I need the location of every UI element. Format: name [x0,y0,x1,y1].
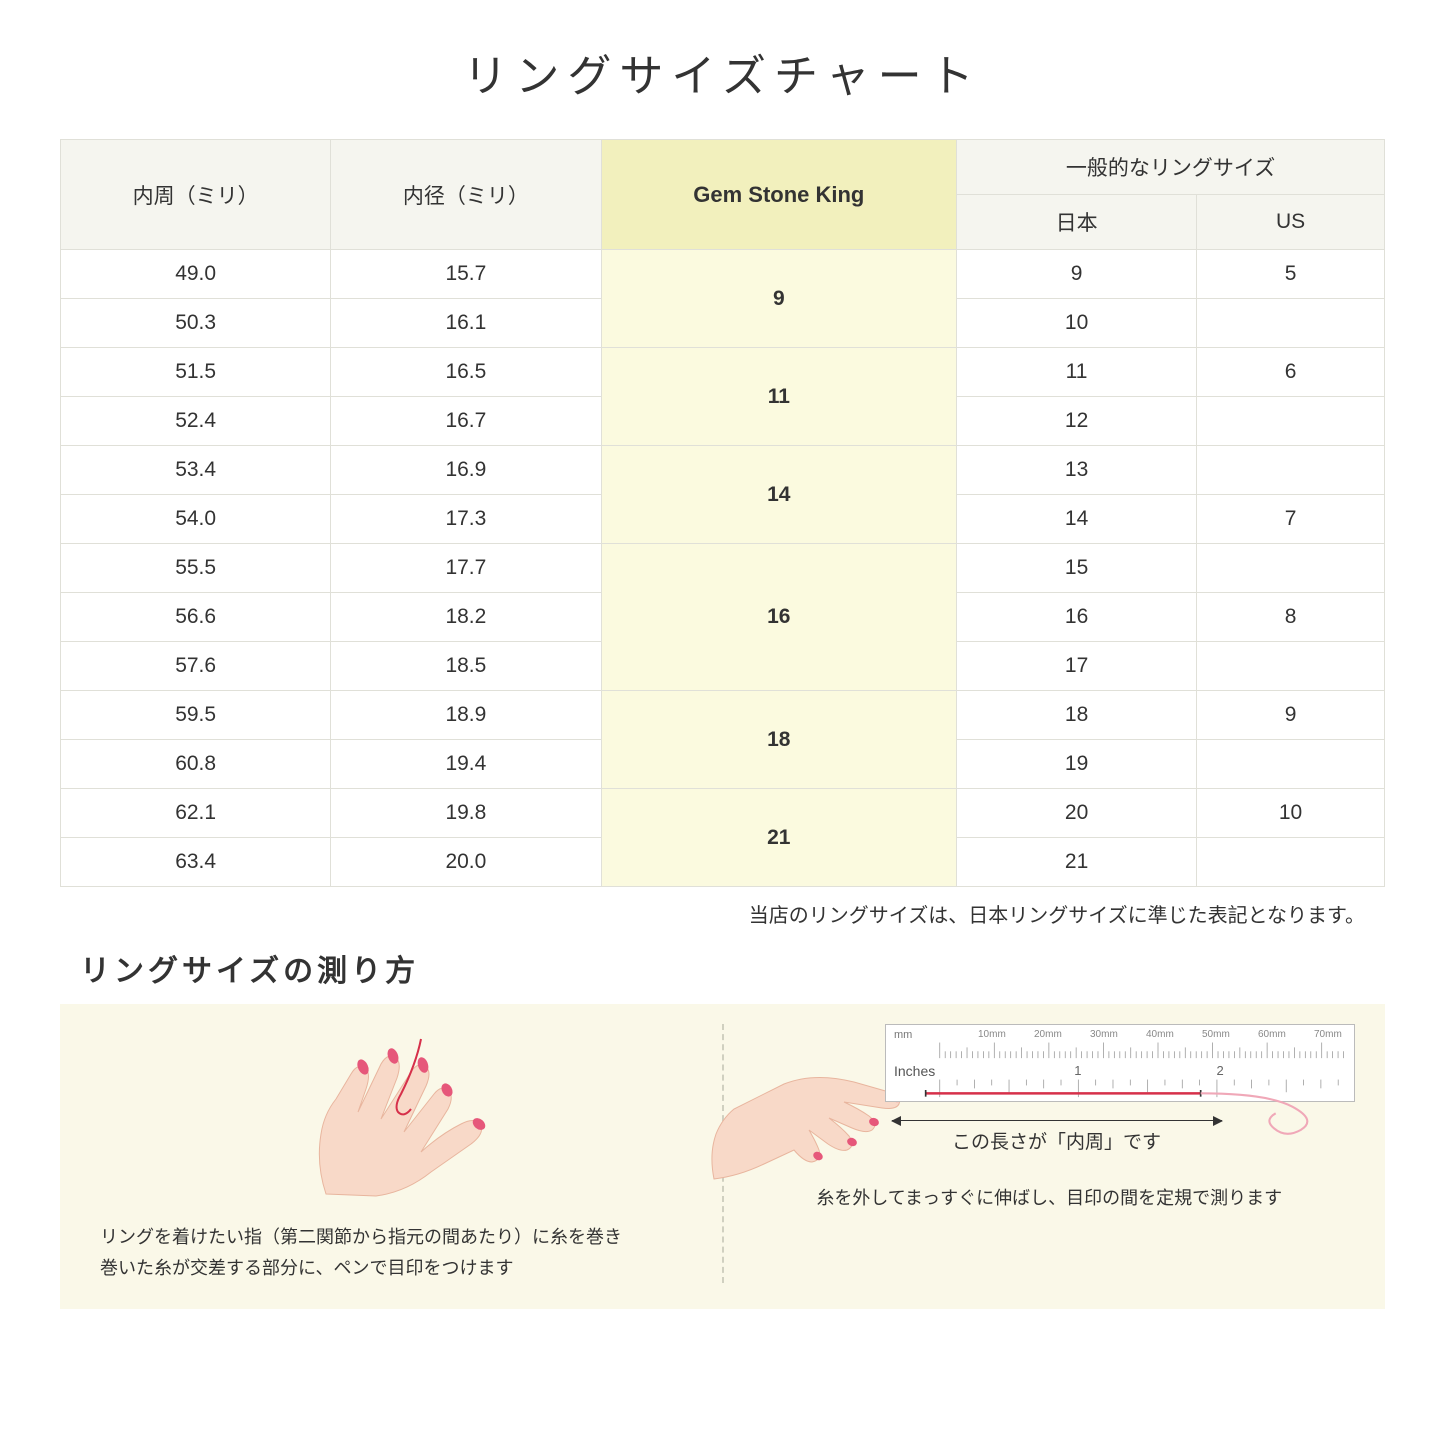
cell-us [1197,446,1385,495]
cell-diameter: 19.8 [331,789,601,838]
cell-circumference: 56.6 [61,593,331,642]
ruler-in-mark: 1 [1074,1063,1081,1078]
cell-diameter: 16.5 [331,348,601,397]
cell-us [1197,544,1385,593]
ruler-mm-mark: 50mm [1202,1029,1230,1040]
howto-step-1: リングを着けたい指（第二関節から指元の間あたり）に糸を巻き巻いた糸が交差する部分… [90,1024,702,1283]
cell-japan: 15 [957,544,1197,593]
cell-japan: 11 [957,348,1197,397]
ruler-mm-mark: 60mm [1258,1029,1286,1040]
cell-diameter: 19.4 [331,740,601,789]
cell-circumference: 62.1 [61,789,331,838]
cell-japan: 20 [957,789,1197,838]
cell-diameter: 18.5 [331,642,601,691]
ruler-in-mark: 2 [1216,1063,1223,1078]
cell-diameter: 17.3 [331,495,601,544]
cell-circumference: 57.6 [61,642,331,691]
ruler-mm-mark: 40mm [1146,1029,1174,1040]
ruler-mm-mark: 10mm [978,1029,1006,1040]
th-gsk: Gem Stone King [601,140,957,250]
table-row: 49.015.7995 [61,250,1385,299]
cell-us: 8 [1197,593,1385,642]
cell-circumference: 52.4 [61,397,331,446]
cell-circumference: 55.5 [61,544,331,593]
table-row: 51.516.511116 [61,348,1385,397]
cell-us: 5 [1197,250,1385,299]
cell-us: 10 [1197,789,1385,838]
th-circumference: 内周（ミリ） [61,140,331,250]
cell-japan: 9 [957,250,1197,299]
cell-diameter: 18.2 [331,593,601,642]
cell-diameter: 16.1 [331,299,601,348]
cell-diameter: 18.9 [331,691,601,740]
cell-japan: 14 [957,495,1197,544]
cell-us: 9 [1197,691,1385,740]
ruler-mm-mark: 30mm [1090,1029,1118,1040]
cell-gsk: 21 [601,789,957,887]
page-title: リングサイズチャート [60,40,1385,104]
cell-japan: 18 [957,691,1197,740]
cell-circumference: 63.4 [61,838,331,887]
cell-diameter: 16.7 [331,397,601,446]
measure-label: この長さが「内周」です [892,1127,1222,1154]
cell-japan: 12 [957,397,1197,446]
table-row: 53.416.91413 [61,446,1385,495]
th-diameter: 内径（ミリ） [331,140,601,250]
howto-panel: リングを着けたい指（第二関節から指元の間あたり）に糸を巻き巻いた糸が交差する部分… [60,1004,1385,1309]
cell-gsk: 14 [601,446,957,544]
cell-circumference: 50.3 [61,299,331,348]
cell-us: 7 [1197,495,1385,544]
th-general: 一般的なリングサイズ [957,140,1385,195]
cell-us [1197,397,1385,446]
cell-diameter: 20.0 [331,838,601,887]
cell-japan: 16 [957,593,1197,642]
ruler-mm-mark: 70mm [1314,1029,1342,1040]
cell-us [1197,299,1385,348]
howto-step-2-text: 糸を外してまっすぐに伸ばし、目印の間を定規で測ります [744,1184,1356,1210]
howto-step-2: mm Inches 10mm20mm30mm40mm50mm60mm70mm 1… [744,1024,1356,1283]
cell-gsk: 16 [601,544,957,691]
cell-diameter: 16.9 [331,446,601,495]
cell-us [1197,838,1385,887]
cell-circumference: 54.0 [61,495,331,544]
cell-gsk: 18 [601,691,957,789]
cell-japan: 10 [957,299,1197,348]
howto-title: リングサイズの測り方 [60,946,1385,990]
cell-circumference: 49.0 [61,250,331,299]
cell-us [1197,740,1385,789]
measure-arrow: この長さが「内周」です [892,1120,1222,1154]
cell-us [1197,642,1385,691]
cell-gsk: 9 [601,250,957,348]
cell-us: 6 [1197,348,1385,397]
cell-circumference: 53.4 [61,446,331,495]
table-row: 55.517.71615 [61,544,1385,593]
cell-japan: 17 [957,642,1197,691]
cell-circumference: 51.5 [61,348,331,397]
cell-gsk: 11 [601,348,957,446]
cell-japan: 19 [957,740,1197,789]
hand-wrap-illustration [226,1024,566,1204]
cell-circumference: 59.5 [61,691,331,740]
cell-japan: 13 [957,446,1197,495]
th-japan: 日本 [957,195,1197,250]
ring-size-table: 内周（ミリ） 内径（ミリ） Gem Stone King 一般的なリングサイズ … [60,139,1385,887]
table-row: 62.119.8212010 [61,789,1385,838]
cell-diameter: 15.7 [331,250,601,299]
ruler-mm-mark: 20mm [1034,1029,1062,1040]
howto-step-1-text: リングを着けたい指（第二関節から指元の間あたり）に糸を巻き巻いた糸が交差する部分… [90,1222,702,1283]
cell-diameter: 17.7 [331,544,601,593]
size-note: 当店のリングサイズは、日本リングサイズに準じた表記となります。 [60,899,1385,928]
cell-circumference: 60.8 [61,740,331,789]
cell-japan: 21 [957,838,1197,887]
table-row: 59.518.918189 [61,691,1385,740]
th-us: US [1197,195,1385,250]
